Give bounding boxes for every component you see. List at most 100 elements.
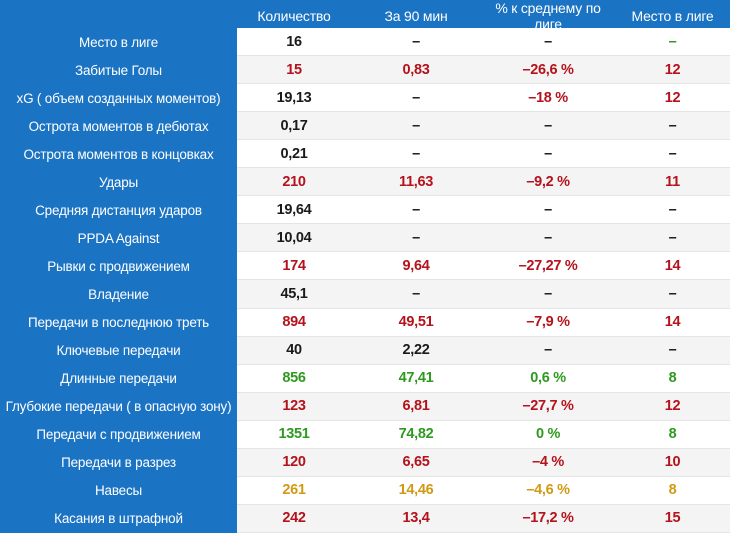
table-row: 174 9,64 –27,27 % 14 (237, 252, 730, 281)
pct-league-avg-cell: –4,6 % (526, 482, 570, 499)
header-per-90: За 90 мин (384, 8, 448, 24)
pct-league-avg-cell: – (544, 117, 552, 134)
table-row: 210 11,63 –9,2 % 11 (237, 168, 730, 197)
quantity-cell: 210 (282, 173, 306, 190)
quantity-cell: 174 (282, 257, 306, 274)
table-row: 40 2,22 – – (237, 336, 730, 365)
quantity-cell: 15 (286, 61, 302, 78)
league-rank-cell: – (668, 229, 677, 246)
pct-league-avg-cell: –17,2 % (522, 510, 574, 527)
table-row: 1351 74,82 0 % 8 (237, 421, 730, 449)
data-columns: Количество За 90 мин % к среднему по лиг… (237, 0, 730, 533)
per-90-cell: 6,65 (402, 454, 430, 471)
table-row: 10,04 – – – (237, 224, 730, 253)
row-label: Глубокие передачи ( в опасную зону) (5, 399, 232, 415)
league-rank-cell: 14 (664, 257, 681, 274)
table-row: 0,17 – – – (237, 112, 730, 141)
league-rank-cell: 14 (664, 314, 681, 331)
pct-league-avg-cell: – (544, 201, 552, 218)
header-quantity: Количество (257, 8, 331, 24)
table-row: 120 6,65 –4 % 10 (237, 448, 730, 477)
league-rank-cell: – (668, 342, 677, 359)
league-rank-cell: – (668, 145, 677, 162)
row-label: Удары (98, 174, 139, 190)
row-label: Средняя дистанция ударов (35, 202, 202, 218)
table-row: 45,1 – – – (237, 280, 730, 309)
quantity-cell: 0,17 (280, 117, 308, 134)
league-rank-cell: 12 (664, 89, 681, 106)
per-90-cell: – (412, 89, 420, 106)
per-90-cell: 6,81 (402, 398, 430, 415)
quantity-cell: 242 (282, 510, 306, 527)
quantity-cell: 0,21 (280, 145, 308, 162)
row-label: Передачи с продвижением (36, 427, 201, 443)
per-90-cell: – (412, 286, 420, 303)
quantity-cell: 10,04 (276, 229, 312, 246)
pct-league-avg-cell: –9,2 % (526, 173, 570, 190)
league-rank-cell: – (668, 33, 677, 50)
header-pct-league-avg: % к среднему по лиге (495, 0, 601, 32)
per-90-cell: 11,63 (399, 173, 433, 190)
quantity-cell: 19,64 (276, 201, 312, 218)
table-row: 19,13 – –18 % 12 (237, 84, 730, 113)
table-row: 16 – – – (237, 28, 730, 57)
header-corner (0, 0, 237, 28)
row-label: Навесы (94, 483, 143, 499)
row-label: Острота моментов в концовках (23, 146, 214, 162)
table-row: 242 13,4 –17,2 % 15 (237, 504, 730, 533)
league-rank-cell: 12 (664, 398, 681, 415)
pct-league-avg-cell: –26,6 % (522, 61, 574, 78)
row-label: Острота моментов в дебютах (28, 118, 209, 134)
league-rank-cell: 10 (664, 454, 681, 471)
quantity-cell: 1351 (278, 426, 310, 443)
per-90-cell: 47,41 (398, 370, 434, 387)
league-rank-cell: 8 (668, 426, 677, 443)
per-90-cell: 49,51 (398, 314, 434, 331)
quantity-cell: 120 (282, 454, 306, 471)
per-90-cell: – (412, 229, 420, 246)
pct-league-avg-cell: –27,7 % (522, 398, 574, 415)
table-header: Количество За 90 мин % к среднему по лиг… (237, 0, 730, 32)
league-rank-cell: 15 (664, 510, 681, 527)
league-rank-cell: 8 (668, 482, 677, 499)
row-label: Длинные передачи (60, 371, 177, 387)
league-rank-cell: 12 (664, 61, 681, 78)
per-90-cell: 74,82 (398, 426, 434, 443)
pct-league-avg-cell: – (544, 286, 552, 303)
per-90-cell: 14,46 (398, 482, 434, 499)
row-label: Забитые Голы (75, 62, 162, 78)
pct-league-avg-cell: – (544, 229, 552, 246)
row-label: PPDA Against (77, 230, 160, 246)
pct-league-avg-cell: –18 % (528, 89, 568, 106)
header-league-rank: Место в лиге (631, 8, 714, 24)
row-label: Передачи в разрез (61, 455, 176, 471)
quantity-cell: 45,1 (280, 286, 308, 303)
quantity-cell: 40 (286, 342, 302, 359)
league-rank-cell: – (668, 201, 677, 218)
per-90-cell: 9,64 (402, 257, 430, 274)
pct-league-avg-cell: – (544, 342, 552, 359)
league-rank-cell: 8 (668, 370, 677, 387)
row-label: xG ( объем созданных моментов) (16, 90, 221, 106)
row-label: Ключевые передачи (56, 343, 181, 359)
quantity-cell: 16 (286, 33, 302, 50)
table-row: 894 49,51 –7,9 % 14 (237, 309, 730, 337)
quantity-cell: 19,13 (276, 89, 312, 106)
pct-league-avg-cell: –27,27 % (518, 257, 578, 274)
row-label: Касания в штрафной (54, 511, 183, 527)
table-row: 0,21 – – – (237, 140, 730, 169)
per-90-cell: – (412, 201, 420, 218)
league-rank-cell: – (668, 117, 677, 134)
row-label: Место в лиге (78, 34, 159, 50)
pct-league-avg-cell: 0 % (535, 426, 561, 443)
per-90-cell: – (412, 117, 420, 134)
per-90-cell: 0,83 (402, 61, 430, 78)
pct-league-avg-cell: 0,6 % (530, 370, 566, 387)
table-row: 15 0,83 –26,6 % 12 (237, 56, 730, 85)
pct-league-avg-cell: –7,9 % (526, 314, 570, 331)
quantity-cell: 894 (282, 314, 306, 331)
table-row: 856 47,41 0,6 % 8 (237, 365, 730, 393)
table-row: 19,64 – – – (237, 196, 730, 225)
league-rank-cell: – (668, 286, 677, 303)
